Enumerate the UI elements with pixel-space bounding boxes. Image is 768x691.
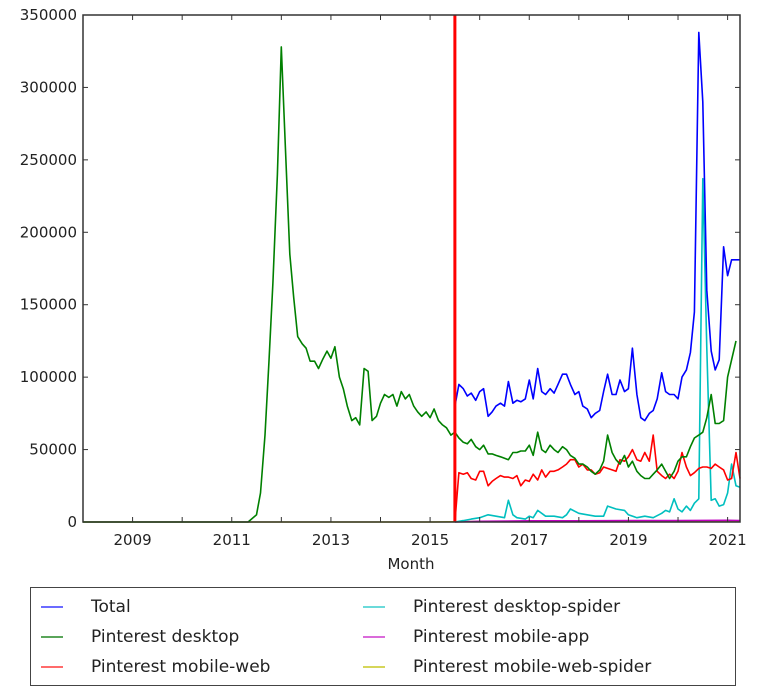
legend-swatch-desktop-spider (363, 606, 385, 608)
legend-swatch-mobile-app (363, 636, 385, 638)
legend-label: Pinterest mobile-web (91, 657, 271, 677)
x-axis: 2009 2011 2013 2015 2017 2019 2021 (82, 15, 747, 549)
legend-label: Pinterest mobile-app (413, 627, 590, 647)
series-line-total (454, 31, 740, 422)
legend-item-mobile-app: Pinterest mobile-app (353, 623, 589, 651)
plot-frame (82, 14, 741, 523)
legend-item-mobile-web: Pinterest mobile-web (31, 653, 270, 681)
y-axis: 0 50000 100000 150000 200000 250000 300000 3500… (20, 6, 740, 531)
y-tick-label: 350000 (20, 6, 77, 24)
legend-swatch-mobile-web (41, 666, 63, 668)
series-line-pinterest-desktop (83, 46, 737, 523)
y-tick-label: 200000 (20, 223, 77, 241)
legend-item-total: Total (31, 593, 131, 621)
legend-swatch-mobile-web-spider (363, 666, 385, 668)
x-tick-label: 2017 (510, 531, 548, 549)
y-tick-label: 100000 (20, 368, 77, 386)
y-tick-label: 50000 (29, 441, 77, 459)
series-line-pinterest-mobile-web (454, 434, 741, 523)
x-tick-label: 2019 (609, 531, 647, 549)
y-tick-label: 250000 (20, 151, 77, 169)
legend-label: Pinterest desktop (91, 627, 240, 647)
y-tick-label: 150000 (20, 296, 77, 314)
y-tick-label: 0 (67, 513, 77, 531)
legend-swatch-desktop (41, 636, 63, 638)
legend-item-desktop-spider: Pinterest desktop-spider (353, 593, 620, 621)
x-tick-label: 2015 (411, 531, 449, 549)
x-tick-label: 2013 (312, 531, 350, 549)
legend-label: Pinterest desktop-spider (413, 597, 621, 617)
legend-label: Total (91, 597, 131, 617)
y-tick-label: 300000 (20, 78, 77, 96)
x-axis-label: Month (387, 555, 434, 573)
x-tick-label: 2011 (213, 531, 251, 549)
x-tick-label: 2009 (113, 531, 151, 549)
legend-item-desktop: Pinterest desktop (31, 623, 239, 651)
series-line-pinterest-mobile-app (454, 519, 741, 523)
legend-item-mobile-web-spider: Pinterest mobile-web-spider (353, 653, 651, 681)
legend-label: Pinterest mobile-web-spider (413, 657, 652, 677)
legend-swatch-total (41, 606, 63, 608)
plot-lines (83, 31, 741, 523)
legend: Total Pinterest desktop Pinterest mobile… (30, 587, 736, 686)
line-chart: 0 50000 100000 150000 200000 250000 300000 3500… (20, 6, 747, 573)
x-tick-label: 2021 (709, 531, 747, 549)
series-line-pinterest-desktop-spider (454, 177, 741, 523)
